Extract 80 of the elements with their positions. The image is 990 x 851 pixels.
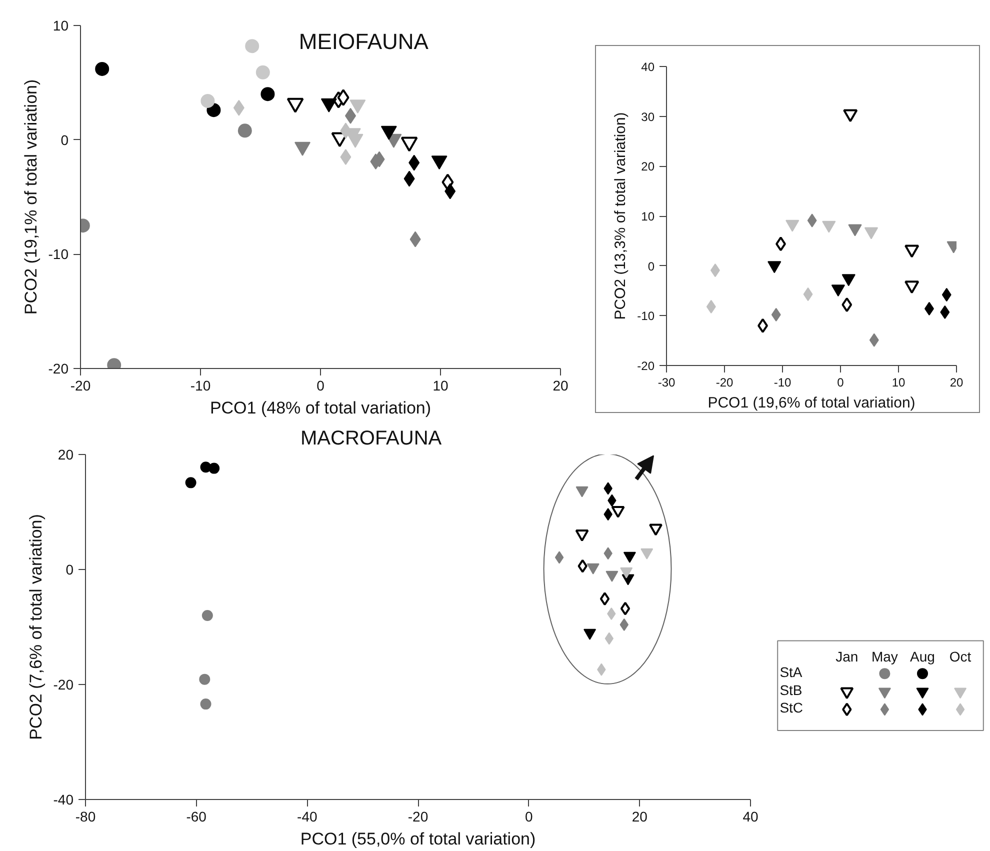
- point: [575, 530, 589, 542]
- point: [95, 62, 110, 76]
- y-tick-label: 20: [58, 446, 74, 462]
- point: [256, 65, 270, 80]
- point: [758, 318, 768, 333]
- point: [904, 280, 920, 294]
- y-tick-label: 20: [641, 160, 655, 174]
- chart-title: MEIOFAUNA: [298, 29, 429, 54]
- x-tick-label: -10: [774, 376, 792, 390]
- x-tick-label: 10: [892, 376, 906, 390]
- x-axis-title: PCO1 (48% of total variation): [210, 398, 432, 418]
- point: [578, 559, 588, 573]
- y-axis-title: PCO2 (7,6% of total variation): [26, 514, 46, 740]
- y-tick-label: -20: [637, 359, 655, 373]
- x-axis-title: PCO1 (19,6% of total variation): [708, 394, 916, 412]
- y-tick-label: 10: [641, 210, 655, 224]
- point: [623, 552, 636, 563]
- point: [822, 220, 836, 233]
- x-tick-label: 40: [742, 808, 758, 824]
- y-axis-title: PCO2 (19,1% of total variation): [21, 79, 40, 315]
- point: [869, 333, 879, 347]
- y-tick-label: 0: [648, 259, 655, 274]
- y-tick-label: -40: [53, 792, 74, 808]
- point: [831, 284, 846, 297]
- point: [584, 628, 596, 640]
- y-tick-label: 0: [60, 132, 69, 148]
- point: [200, 698, 212, 710]
- x-tick-label: 10: [432, 378, 448, 394]
- y-tick-label: 30: [641, 110, 655, 124]
- x-tick-label: 0: [316, 378, 325, 394]
- x-tick-label: -30: [658, 376, 676, 390]
- x-tick-label: -40: [297, 808, 318, 824]
- point: [864, 227, 878, 240]
- point: [208, 462, 220, 474]
- point: [768, 261, 782, 274]
- point: [576, 486, 588, 498]
- x-tick-label: 20: [950, 376, 964, 390]
- y-axis-title: PCO2 (13,3% of total variation): [612, 112, 630, 320]
- point: [786, 220, 800, 232]
- y-tick-label: -10: [637, 309, 655, 324]
- x-tick-label: 0: [524, 808, 533, 824]
- point: [554, 551, 564, 564]
- point: [202, 610, 213, 621]
- y-tick-label: -10: [48, 246, 69, 262]
- chart-title: MACROFAUNA: [300, 428, 442, 450]
- point: [640, 548, 654, 560]
- x-tick-label: -60: [186, 808, 207, 824]
- y-tick-label: -20: [48, 360, 69, 376]
- point: [771, 308, 781, 322]
- point: [842, 297, 852, 312]
- legend: Jan May Aug Oct StA StB StC: [775, 420, 985, 851]
- y-tick-label: 0: [66, 562, 74, 578]
- x-tick-label: -10: [190, 378, 211, 394]
- y-tick-label: 10: [52, 18, 69, 34]
- point: [337, 89, 350, 106]
- point: [620, 602, 630, 616]
- x-tick-label: -20: [716, 376, 734, 390]
- point: [611, 506, 625, 518]
- point: [340, 149, 352, 165]
- point: [606, 570, 618, 582]
- y-tick-label: -20: [53, 676, 74, 692]
- point: [842, 274, 856, 286]
- x-axis-title: PCO1 (55,0% of total variation): [300, 830, 536, 848]
- x-tick-label: 20: [552, 378, 568, 394]
- point: [199, 674, 210, 685]
- x-tick-label: -80: [75, 808, 96, 824]
- point: [200, 94, 215, 108]
- x-tick-label: -20: [408, 808, 428, 824]
- y-tick-label: 40: [641, 60, 655, 74]
- point: [185, 477, 196, 488]
- point: [245, 39, 260, 54]
- point: [904, 244, 920, 258]
- point: [620, 567, 633, 578]
- point: [600, 592, 610, 606]
- point: [260, 87, 275, 102]
- x-tick-label: 0: [837, 376, 844, 390]
- point: [604, 632, 614, 645]
- point: [586, 563, 600, 574]
- point: [648, 524, 662, 536]
- point: [776, 236, 786, 252]
